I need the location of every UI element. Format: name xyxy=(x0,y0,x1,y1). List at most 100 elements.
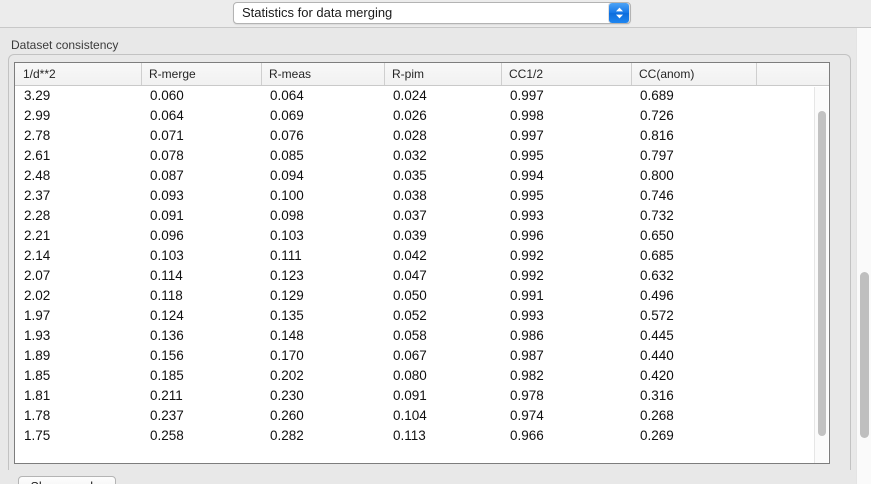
table-cell: 1.75 xyxy=(24,428,51,443)
table-cell: 0.316 xyxy=(640,388,674,403)
table-cell: 0.800 xyxy=(640,168,674,183)
table-cell: 0.039 xyxy=(393,228,427,243)
statistics-selector-combobox[interactable]: Statistics for data merging xyxy=(233,2,631,24)
table-cell: 0.100 xyxy=(270,188,304,203)
table-cell: 0.129 xyxy=(270,288,304,303)
table-cell: 0.994 xyxy=(510,168,544,183)
table-row[interactable]: 2.99 0.064 0.069 0.026 0.998 0.726 xyxy=(15,106,829,126)
table-row[interactable]: 2.02 0.118 0.129 0.050 0.991 0.496 xyxy=(15,286,829,306)
table-cell: 0.230 xyxy=(270,388,304,403)
table-cell: 0.096 xyxy=(150,228,184,243)
table-cell: 0.037 xyxy=(393,208,427,223)
table-cell: 0.269 xyxy=(640,428,674,443)
table-cell: 0.992 xyxy=(510,248,544,263)
column-header[interactable]: R-merge xyxy=(141,63,261,85)
table-cell: 1.93 xyxy=(24,328,51,343)
table-row[interactable]: 1.93 0.136 0.148 0.058 0.986 0.445 xyxy=(15,326,829,346)
table-cell: 0.042 xyxy=(393,248,427,263)
table-row[interactable]: 1.89 0.156 0.170 0.067 0.987 0.440 xyxy=(15,346,829,366)
table-cell: 0.093 xyxy=(150,188,184,203)
table-cell: 0.047 xyxy=(393,268,427,283)
column-header[interactable]: CC1/2 xyxy=(501,63,631,85)
table-cell: 0.746 xyxy=(640,188,674,203)
table-cell: 1.89 xyxy=(24,348,51,363)
column-header[interactable]: R-meas xyxy=(261,63,384,85)
table-cell: 0.078 xyxy=(150,148,184,163)
table-row[interactable]: 2.21 0.096 0.103 0.039 0.996 0.650 xyxy=(15,226,829,246)
table-row[interactable]: 1.85 0.185 0.202 0.080 0.982 0.420 xyxy=(15,366,829,386)
table-scrollbar-thumb[interactable] xyxy=(818,111,826,436)
table-cell: 0.993 xyxy=(510,208,544,223)
table-cell: 0.091 xyxy=(150,208,184,223)
table-cell: 0.997 xyxy=(510,88,544,103)
column-header[interactable]: R-pim xyxy=(384,63,501,85)
table-cell: 2.48 xyxy=(24,168,51,183)
table-cell: 2.78 xyxy=(24,128,51,143)
table-cell: 0.202 xyxy=(270,368,304,383)
table-cell: 0.998 xyxy=(510,108,544,123)
table-row[interactable]: 1.81 0.211 0.230 0.091 0.978 0.316 xyxy=(15,386,829,406)
show-graphs-button[interactable]: Show graphs xyxy=(18,476,116,484)
table-cell: 0.732 xyxy=(640,208,674,223)
statistics-table: 1/d**2 R-merge R-meas R-pim CC1/2 CC(anom) 3.… xyxy=(14,62,830,464)
table-cell: 0.991 xyxy=(510,288,544,303)
table-row[interactable]: 2.14 0.103 0.111 0.042 0.992 0.685 xyxy=(15,246,829,266)
table-cell: 0.978 xyxy=(510,388,544,403)
page-scrollbar-thumb[interactable] xyxy=(860,272,869,438)
table-cell: 0.024 xyxy=(393,88,427,103)
table-cell: 0.035 xyxy=(393,168,427,183)
table-cell: 0.632 xyxy=(640,268,674,283)
table-cell: 0.028 xyxy=(393,128,427,143)
column-header[interactable]: 1/d**2 xyxy=(23,67,56,81)
table-row[interactable]: 1.78 0.237 0.260 0.104 0.974 0.268 xyxy=(15,406,829,426)
table-header-row: 1/d**2 R-merge R-meas R-pim CC1/2 CC(anom) xyxy=(15,63,829,86)
table-cell: 0.440 xyxy=(640,348,674,363)
table-row[interactable]: 1.97 0.124 0.135 0.052 0.993 0.572 xyxy=(15,306,829,326)
table-cell: 0.026 xyxy=(393,108,427,123)
table-cell: 0.726 xyxy=(640,108,674,123)
table-cell: 0.076 xyxy=(270,128,304,143)
table-cell: 1.78 xyxy=(24,408,51,423)
table-cell: 0.135 xyxy=(270,308,304,323)
table-cell: 0.445 xyxy=(640,328,674,343)
column-header[interactable] xyxy=(756,63,829,85)
table-cell: 0.087 xyxy=(150,168,184,183)
table-body: 3.29 0.060 0.064 0.024 0.997 0.689 2.99 0.064 0.… xyxy=(15,86,829,463)
table-cell: 0.211 xyxy=(150,388,183,403)
table-row[interactable]: 2.78 0.071 0.076 0.028 0.997 0.816 xyxy=(15,126,829,146)
table-row[interactable]: 1.75 0.258 0.282 0.113 0.966 0.269 xyxy=(15,426,829,446)
table-cell: 0.258 xyxy=(150,428,184,443)
table-cell: 0.982 xyxy=(510,368,544,383)
table-cell: 0.282 xyxy=(270,428,304,443)
table-cell: 0.689 xyxy=(640,88,674,103)
table-cell: 0.650 xyxy=(640,228,674,243)
table-cell: 0.067 xyxy=(393,348,427,363)
table-row[interactable]: 2.61 0.078 0.085 0.032 0.995 0.797 xyxy=(15,146,829,166)
table-row[interactable]: 2.37 0.093 0.100 0.038 0.995 0.746 xyxy=(15,186,829,206)
table-cell: 0.064 xyxy=(150,108,184,123)
table-cell: 0.816 xyxy=(640,128,674,143)
table-cell: 0.038 xyxy=(393,188,427,203)
table-cell: 0.091 xyxy=(393,388,427,403)
table-cell: 0.572 xyxy=(640,308,674,323)
table-row[interactable]: 2.28 0.091 0.098 0.037 0.993 0.732 xyxy=(15,206,829,226)
table-cell: 0.420 xyxy=(640,368,674,383)
table-cell: 0.496 xyxy=(640,288,674,303)
table-row[interactable]: 2.48 0.087 0.094 0.035 0.994 0.800 xyxy=(15,166,829,186)
table-cell: 0.685 xyxy=(640,248,674,263)
table-cell: 2.14 xyxy=(24,248,51,263)
table-cell: 0.052 xyxy=(393,308,427,323)
table-row[interactable]: 3.29 0.060 0.064 0.024 0.997 0.689 xyxy=(15,86,829,106)
page-vertical-scrollbar[interactable] xyxy=(856,28,871,484)
table-cell: 0.111 xyxy=(270,248,302,263)
table-row[interactable]: 2.07 0.114 0.123 0.047 0.992 0.632 xyxy=(15,266,829,286)
table-cell: 0.992 xyxy=(510,268,544,283)
table-cell: 0.103 xyxy=(270,228,304,243)
table-cell: 0.085 xyxy=(270,148,304,163)
table-cell: 2.37 xyxy=(24,188,51,203)
table-cell: 0.237 xyxy=(150,408,184,423)
chevron-up-down-icon[interactable] xyxy=(609,3,629,23)
table-vertical-scrollbar[interactable] xyxy=(814,87,828,463)
column-header[interactable]: CC(anom) xyxy=(631,63,756,85)
table-cell: 0.069 xyxy=(270,108,304,123)
